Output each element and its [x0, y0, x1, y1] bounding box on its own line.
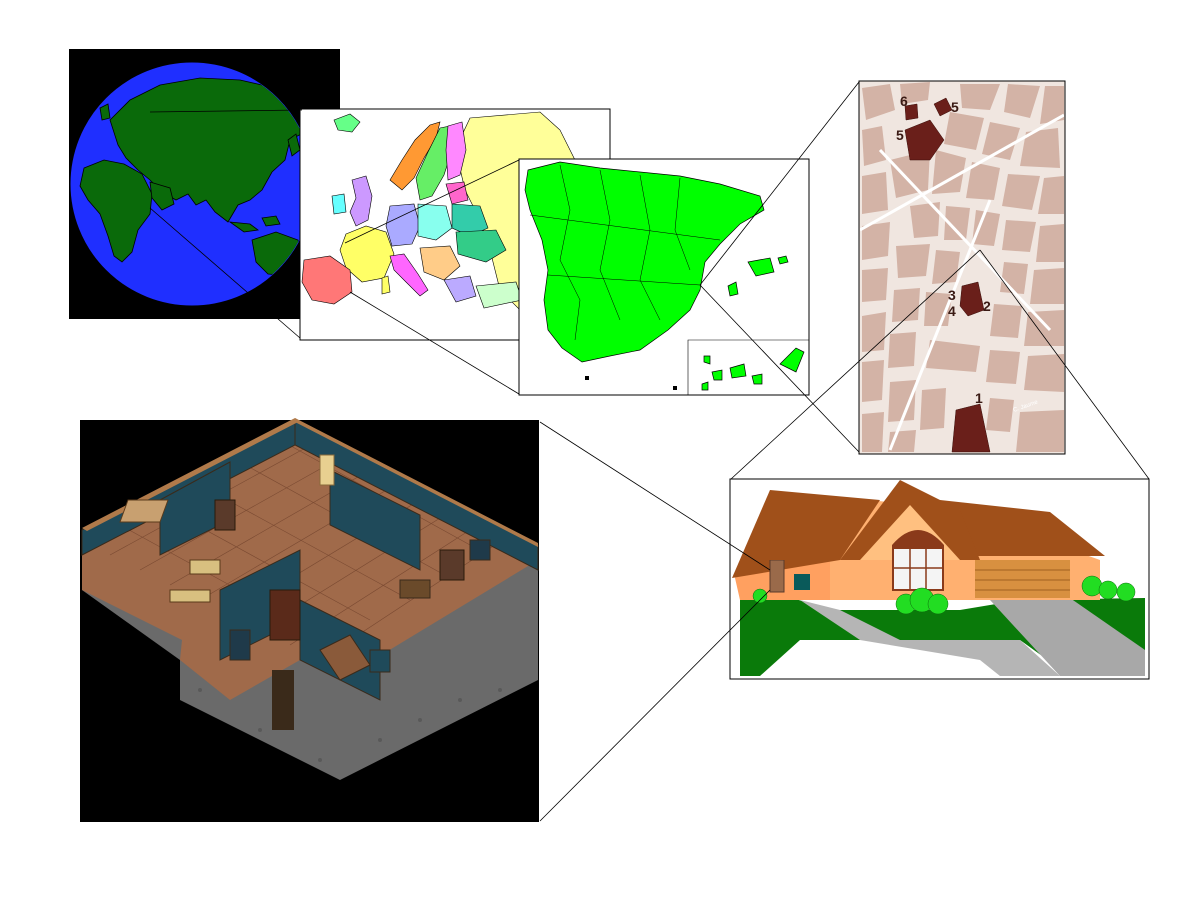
marker-label-5b: 5: [896, 127, 904, 143]
marker-label-3: 3: [948, 287, 956, 303]
city-street-map-panel: 6 5 5 3 2 4 1 C. Jaume: [858, 80, 1066, 455]
isometric-floor-plan-panel: [80, 418, 539, 822]
marker-label-5a: 5: [951, 99, 959, 115]
zoom-connector-lines: [149, 81, 1150, 822]
marker-label-1: 1: [975, 390, 983, 406]
building-marker-1: [951, 403, 991, 453]
building-marker-2: [959, 281, 985, 317]
building-marker-5b: [904, 119, 945, 161]
marker-label-2: 2: [983, 298, 991, 314]
house-panel: [729, 478, 1150, 680]
marker-label-4: 4: [948, 303, 956, 319]
building-marker-6: [904, 103, 919, 121]
spain-map-panel: [518, 158, 810, 396]
globe-panel: [69, 49, 340, 319]
marker-label-6: 6: [900, 93, 908, 109]
building-marker-5a: [933, 97, 953, 117]
